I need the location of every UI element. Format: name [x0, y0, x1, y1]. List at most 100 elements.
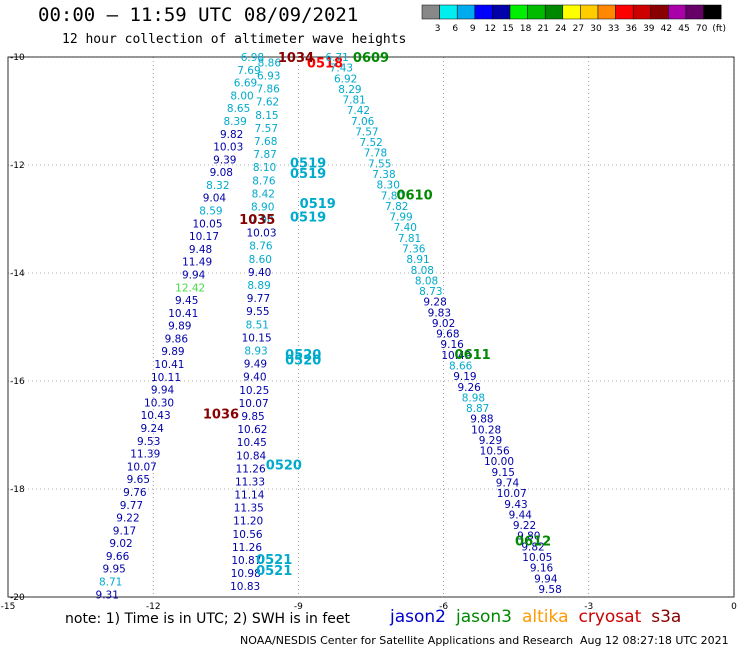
swh-value: 7.55 — [368, 158, 391, 170]
scale-label: 6 — [452, 24, 458, 34]
swh-value: 7.06 — [351, 116, 375, 128]
y-tick-label: -10 — [10, 53, 25, 63]
swh-value: 9.45 — [175, 295, 198, 307]
swh-value: 8.89 — [247, 280, 270, 292]
scale-label: (ft) — [712, 24, 726, 34]
swh-value: 10.05 — [192, 218, 222, 230]
time-label: 0612 — [515, 534, 551, 549]
swh-value: 9.40 — [248, 267, 271, 279]
plot-frame — [7, 56, 735, 598]
chart-grid: -15 -12 -9 -6 -3 0 -10 -12 -14 -16 -18 -20 — [1, 53, 737, 612]
time-label: 1036 — [203, 407, 239, 422]
scale-swatch — [527, 4, 546, 20]
swh-value: 9.77 — [247, 293, 270, 305]
chart-subtitle: 12 hour collection of altimeter wave hei… — [62, 32, 407, 47]
swh-value: 8.10 — [253, 162, 276, 174]
swh-value: 8.32 — [206, 180, 229, 192]
swh-value: 7.69 — [237, 65, 260, 77]
swh-value: 8.76 — [249, 241, 273, 253]
scale-label: 27 — [573, 24, 584, 34]
swh-value: 8.30 — [377, 180, 400, 192]
scale-swatch — [597, 4, 616, 20]
swh-value: 10.41 — [168, 308, 198, 320]
swh-value: 11.14 — [234, 490, 264, 502]
swh-value: 10.45 — [237, 437, 267, 449]
swh-value: 9.65 — [127, 474, 150, 486]
scale-swatch — [562, 4, 581, 20]
scale-label: 21 — [537, 24, 548, 34]
swh-value: 9.94 — [182, 269, 206, 281]
swh-value: 9.02 — [432, 318, 455, 330]
swh-value: 10.41 — [154, 359, 184, 371]
swh-value: 8.42 — [252, 188, 275, 200]
swh-value: 9.53 — [137, 436, 160, 448]
time-label: 0519 — [290, 210, 326, 225]
swh-value: 7.86 — [256, 84, 280, 96]
time-label: 0521 — [256, 564, 292, 579]
scale-swatch — [474, 4, 493, 20]
swh-value: 10.43 — [141, 410, 171, 422]
scale-label: 39 — [643, 24, 655, 34]
swh-value: 9.24 — [140, 423, 164, 435]
scale-label: 15 — [502, 24, 513, 34]
swh-value: 9.22 — [116, 513, 139, 525]
swh-value: 11.20 — [233, 516, 263, 528]
time-label: 0519 — [300, 197, 336, 212]
scale-swatch — [439, 4, 458, 20]
swh-value: 8.59 — [199, 206, 222, 218]
swh-value: 8.73 — [419, 286, 442, 298]
scale-swatch — [650, 4, 669, 20]
scale-swatch — [421, 4, 440, 20]
swh-value: 11.35 — [234, 503, 264, 515]
swh-value: 10.00 — [484, 456, 514, 468]
time-label: 0610 — [396, 189, 432, 204]
scale-swatch — [544, 4, 564, 20]
swh-value: 7.68 — [254, 136, 277, 148]
swh-value: 9.44 — [509, 509, 533, 521]
swh-value: 9.40 — [243, 372, 266, 384]
swh-value: 10.56 — [480, 446, 510, 458]
scale-label: 24 — [555, 24, 567, 34]
swh-value: 6.71 — [325, 52, 348, 64]
swh-value: 7.52 — [359, 137, 382, 149]
chart-title: 00:00 – 11:59 UTC 08/09/2021 — [38, 4, 359, 26]
swh-value: 9.26 — [457, 382, 481, 394]
x-tick-label: 0 — [731, 602, 737, 612]
swh-value: 7.78 — [364, 148, 387, 160]
time-label: 0520 — [285, 353, 321, 368]
swh-value: 9.49 — [244, 359, 267, 371]
generated-timestamp: Aug 12 08:27:18 UTC 2021 — [580, 634, 729, 647]
scale-label: 9 — [470, 24, 476, 34]
swh-value: 11.26 — [232, 542, 262, 554]
swh-value: 10.87 — [231, 555, 261, 567]
swh-value: 8.91 — [406, 254, 429, 266]
swh-value: 9.58 — [538, 584, 561, 596]
y-tick-label: -20 — [10, 593, 25, 603]
swh-value: 9.88 — [470, 414, 493, 426]
x-tick-label: -15 — [1, 602, 16, 612]
swh-value: 7.87 — [253, 149, 276, 161]
swh-value: 7.43 — [330, 63, 353, 75]
time-label: 1034 — [278, 51, 314, 66]
swh-value: 9.16 — [440, 339, 464, 351]
swh-value: 10.03 — [213, 142, 243, 154]
swh-value: 9.89 — [168, 321, 191, 333]
scale-label: 33 — [608, 24, 619, 34]
time-label: 0611 — [455, 348, 491, 363]
swh-value: 9.39 — [213, 154, 236, 166]
swh-value: 10.30 — [144, 397, 174, 409]
swh-value: 9.85 — [241, 411, 264, 423]
swh-value: 9.29 — [479, 435, 502, 447]
swh-value: 10.25 — [239, 385, 269, 397]
scale-label: 18 — [520, 24, 532, 34]
swh-value: 9.19 — [453, 371, 476, 383]
scale-label: 36 — [625, 24, 637, 34]
scale-swatch — [632, 4, 652, 20]
scale-swatch — [685, 4, 704, 20]
swh-value: 7.40 — [394, 222, 417, 234]
swh-value: 7.57 — [255, 123, 278, 135]
swh-value: 10.15 — [242, 332, 272, 344]
swh-value: 8.71 — [99, 577, 122, 589]
swh-value: 10.07 — [127, 461, 157, 473]
swh-value: 8.93 — [244, 345, 267, 357]
